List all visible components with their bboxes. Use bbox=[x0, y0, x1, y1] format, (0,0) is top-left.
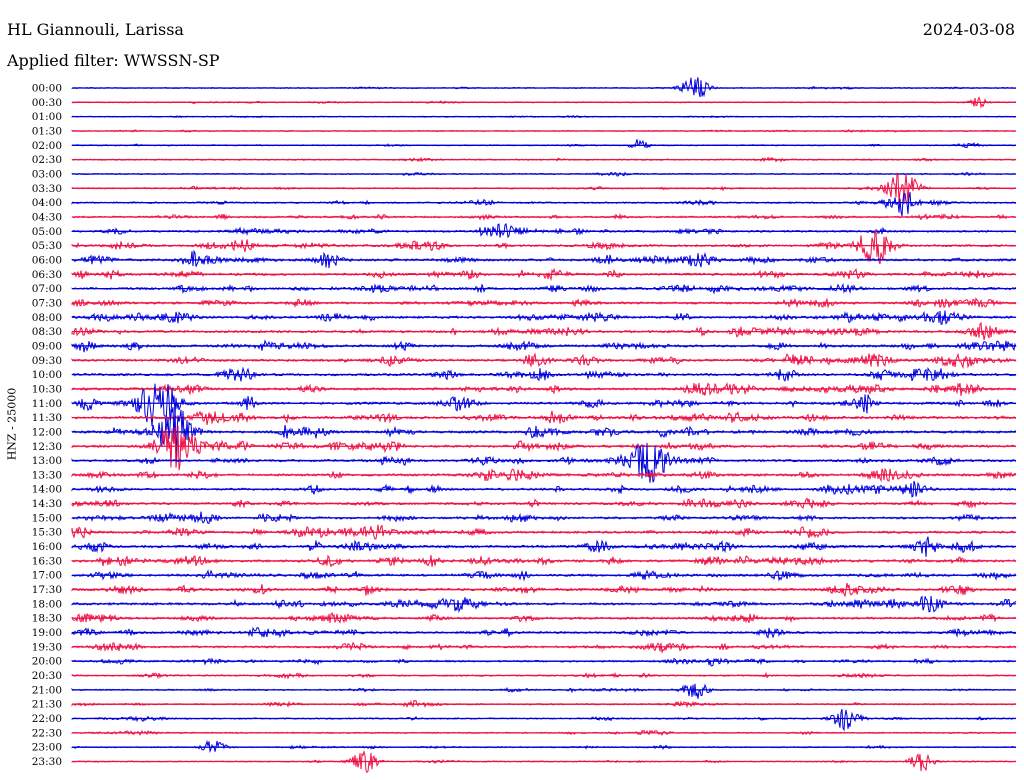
row-time-label: 10:30 bbox=[32, 383, 62, 395]
row-time-label: 04:30 bbox=[32, 211, 62, 223]
row-time-label: 18:30 bbox=[32, 613, 62, 625]
row-time-label: 01:30 bbox=[32, 125, 62, 137]
row-time-label: 11:00 bbox=[32, 398, 62, 410]
trace-row-2100 bbox=[71, 683, 1017, 699]
row-time-label: 15:30 bbox=[32, 527, 62, 539]
date-label: 2024-03-08 bbox=[922, 20, 1015, 39]
row-time-label: 22:00 bbox=[32, 713, 62, 725]
row-time-label: 05:30 bbox=[32, 240, 62, 252]
row-time-label: 19:00 bbox=[32, 627, 62, 639]
row-time-label: 03:00 bbox=[32, 168, 62, 180]
row-time-label: 06:00 bbox=[32, 254, 62, 266]
row-time-label: 00:00 bbox=[32, 83, 62, 95]
row-time-label: 18:00 bbox=[32, 598, 62, 610]
row-time-label: 14:30 bbox=[32, 498, 62, 510]
row-time-label: 12:00 bbox=[32, 426, 62, 438]
row-time-label: 04:00 bbox=[32, 197, 62, 209]
row-time-label: 01:00 bbox=[32, 111, 62, 123]
filter-label: Applied filter: WWSSN-SP bbox=[7, 51, 220, 70]
trace-row-2200 bbox=[71, 709, 1017, 732]
row-time-label: 14:00 bbox=[32, 484, 62, 496]
row-time-label: 06:30 bbox=[32, 269, 62, 281]
row-time-label: 05:00 bbox=[32, 226, 62, 238]
row-time-label: 23:30 bbox=[32, 756, 62, 768]
trace-row-0400 bbox=[71, 191, 1017, 217]
row-time-label: 22:30 bbox=[32, 727, 62, 739]
row-time-label: 02:30 bbox=[32, 154, 62, 166]
row-time-label: 03:30 bbox=[32, 183, 62, 195]
row-time-label: 08:00 bbox=[32, 312, 62, 324]
row-time-label: 16:00 bbox=[32, 541, 62, 553]
row-time-label: 23:00 bbox=[32, 742, 62, 754]
row-time-label: 10:00 bbox=[32, 369, 62, 381]
row-time-label: 11:30 bbox=[32, 412, 62, 424]
row-time-label: 17:00 bbox=[32, 570, 62, 582]
trace-row-1230 bbox=[71, 425, 1017, 471]
trace-row-0000 bbox=[71, 77, 1017, 98]
row-time-label: 15:00 bbox=[32, 512, 62, 524]
row-time-label: 20:30 bbox=[32, 670, 62, 682]
row-time-label: 02:00 bbox=[32, 140, 62, 152]
row-time-label: 07:00 bbox=[32, 283, 62, 295]
row-time-label: 20:00 bbox=[32, 656, 62, 668]
row-time-label: 21:00 bbox=[32, 684, 62, 696]
row-time-label: 19:30 bbox=[32, 641, 62, 653]
row-time-label: 13:30 bbox=[32, 469, 62, 481]
trace-row-1930 bbox=[71, 641, 1017, 653]
station-title: HL Giannouli, Larissa bbox=[7, 20, 184, 39]
trace-row-2300 bbox=[71, 739, 1017, 754]
row-time-label: 07:30 bbox=[32, 297, 62, 309]
row-time-label: 16:30 bbox=[32, 555, 62, 567]
row-time-label: 13:00 bbox=[32, 455, 62, 467]
row-time-label: 21:30 bbox=[32, 699, 62, 711]
row-time-label: 08:30 bbox=[32, 326, 62, 338]
row-time-label: 12:30 bbox=[32, 441, 62, 453]
row-time-label: 09:00 bbox=[32, 340, 62, 352]
row-time-label: 09:30 bbox=[32, 355, 62, 367]
trace-row-0200 bbox=[71, 139, 1017, 149]
row-time-label: 17:30 bbox=[32, 584, 62, 596]
row-time-label: 00:30 bbox=[32, 97, 62, 109]
trace-row-2000 bbox=[71, 657, 1017, 667]
